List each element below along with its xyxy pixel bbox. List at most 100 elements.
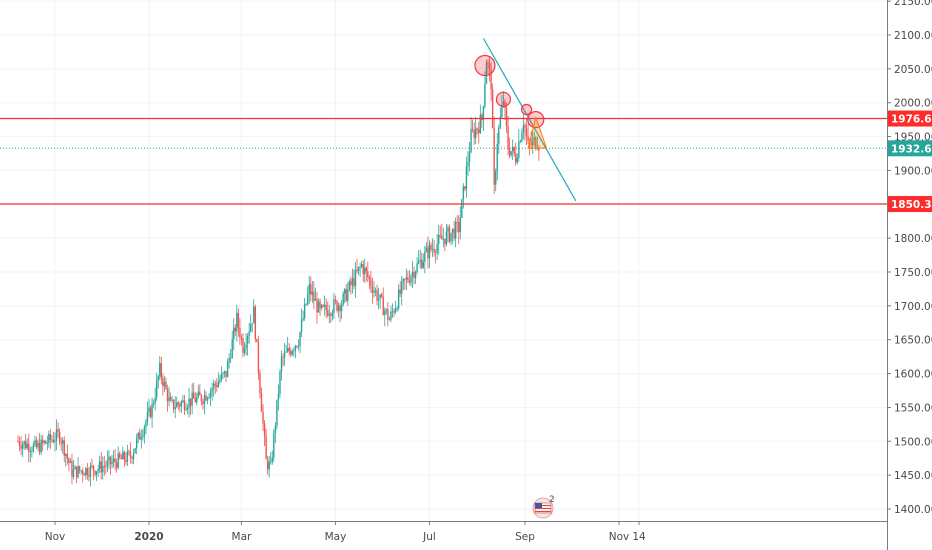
candle-body	[157, 376, 159, 381]
candle-body	[516, 157, 518, 163]
candle-body	[180, 402, 183, 407]
candle-body	[340, 304, 343, 312]
candle-body	[256, 338, 258, 343]
candle-body	[213, 383, 215, 389]
candle-body	[351, 278, 354, 286]
candle-body	[165, 381, 167, 390]
candle-body	[399, 289, 401, 294]
candle-body	[331, 312, 334, 316]
candle-body	[451, 228, 454, 233]
trendline[interactable]	[482, 38, 577, 202]
candle-body	[145, 421, 147, 428]
candle-body	[25, 441, 27, 449]
candle-body	[263, 423, 266, 437]
candle-body	[313, 291, 315, 301]
candle-body	[163, 381, 166, 387]
circle-marker[interactable]	[520, 103, 533, 116]
candle-body	[508, 149, 511, 156]
candle-body	[152, 403, 155, 405]
candles	[17, 55, 540, 487]
candle-body	[91, 465, 93, 467]
candle-body	[532, 139, 534, 146]
us-flag-event-icon[interactable]: 2	[532, 495, 555, 519]
candle-body	[37, 443, 39, 448]
candle-body	[488, 63, 491, 69]
price-axis-bg	[887, 0, 932, 550]
candle-body	[225, 371, 227, 377]
candle-body	[317, 301, 320, 313]
candle-body	[485, 62, 488, 84]
x-tick-label: Sep	[515, 531, 535, 543]
candle-body	[316, 299, 318, 313]
candle-body	[339, 305, 341, 312]
candle-body	[69, 461, 72, 463]
candle-body	[493, 128, 495, 185]
candle-body	[273, 432, 275, 458]
candle-body	[159, 363, 161, 377]
candle-body	[194, 398, 196, 403]
candle-body	[142, 435, 144, 438]
candle-body	[108, 456, 110, 461]
candle-body	[179, 404, 181, 407]
candle-body	[374, 290, 377, 292]
candle-body	[271, 457, 273, 462]
candle-body	[266, 459, 269, 470]
price-badge[interactable]	[888, 110, 932, 127]
circle-marker[interactable]	[474, 54, 496, 77]
candle-body	[177, 402, 179, 405]
candle-body	[370, 279, 372, 287]
candle-body	[46, 443, 48, 444]
candle-body	[450, 232, 452, 242]
candle-body	[364, 267, 366, 275]
candle-body	[362, 264, 364, 275]
candle-body	[505, 107, 508, 127]
y-tick-label: 1600.00	[894, 369, 932, 381]
candle-body	[75, 466, 78, 478]
candle-body	[114, 458, 116, 463]
candle-body	[185, 409, 187, 411]
candle-body	[88, 475, 90, 477]
candle-body	[280, 356, 283, 372]
price-badge[interactable]	[888, 196, 932, 213]
drawings[interactable]	[474, 38, 577, 202]
candle-body	[65, 454, 67, 456]
candle-body	[283, 352, 286, 358]
candle-body	[176, 402, 178, 408]
candle-body	[174, 407, 176, 410]
candle-body	[129, 451, 132, 458]
horizontal-levels[interactable]	[0, 117, 887, 205]
candle-body	[368, 277, 371, 280]
candle-body	[62, 440, 64, 444]
candle-body	[303, 304, 306, 318]
candle-body	[356, 269, 358, 271]
candle-body	[299, 332, 301, 347]
circle-marker[interactable]	[495, 91, 512, 107]
candle-body	[94, 470, 96, 475]
candle-body	[357, 266, 360, 271]
candle-body	[117, 453, 119, 468]
candle-body	[105, 466, 107, 468]
candle-body	[211, 388, 213, 391]
candle-body	[422, 261, 424, 268]
candle-body	[217, 382, 220, 387]
candle-body	[242, 338, 244, 353]
candle-body	[441, 235, 443, 240]
candle-body	[308, 284, 310, 294]
candle-body	[334, 299, 337, 302]
candle-body	[125, 460, 127, 462]
candle-body	[320, 305, 323, 309]
candle-body	[60, 441, 62, 444]
candle-body	[397, 289, 400, 309]
candle-body	[139, 432, 141, 440]
price-badge[interactable]	[888, 140, 932, 157]
candle-body	[402, 279, 404, 282]
candle-body	[203, 395, 206, 405]
triangle-marker[interactable]	[527, 115, 548, 149]
candle-body	[444, 238, 446, 245]
candle-body	[137, 432, 139, 439]
candle-body	[428, 244, 431, 259]
candle-body	[171, 399, 173, 401]
candle-body	[387, 309, 389, 320]
